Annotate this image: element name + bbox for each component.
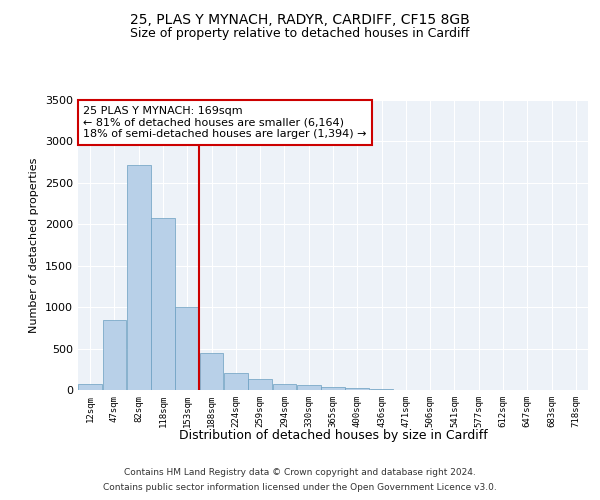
Text: Size of property relative to detached houses in Cardiff: Size of property relative to detached ho… — [130, 28, 470, 40]
Text: Contains HM Land Registry data © Crown copyright and database right 2024.: Contains HM Land Registry data © Crown c… — [124, 468, 476, 477]
Bar — [78, 384, 102, 390]
Bar — [346, 388, 369, 390]
Text: Contains public sector information licensed under the Open Government Licence v3: Contains public sector information licen… — [103, 483, 497, 492]
Text: Distribution of detached houses by size in Cardiff: Distribution of detached houses by size … — [179, 428, 487, 442]
Bar — [127, 164, 151, 390]
Bar — [321, 386, 345, 390]
Y-axis label: Number of detached properties: Number of detached properties — [29, 158, 40, 332]
Text: 25 PLAS Y MYNACH: 169sqm
← 81% of detached houses are smaller (6,164)
18% of sem: 25 PLAS Y MYNACH: 169sqm ← 81% of detach… — [83, 106, 367, 139]
Bar — [151, 218, 175, 390]
Bar — [103, 320, 127, 390]
Bar — [200, 352, 223, 390]
Text: 25, PLAS Y MYNACH, RADYR, CARDIFF, CF15 8GB: 25, PLAS Y MYNACH, RADYR, CARDIFF, CF15 … — [130, 12, 470, 26]
Bar — [248, 379, 272, 390]
Bar — [272, 384, 296, 390]
Bar — [175, 307, 199, 390]
Bar — [224, 374, 248, 390]
Bar — [297, 385, 320, 390]
Bar — [370, 389, 394, 390]
